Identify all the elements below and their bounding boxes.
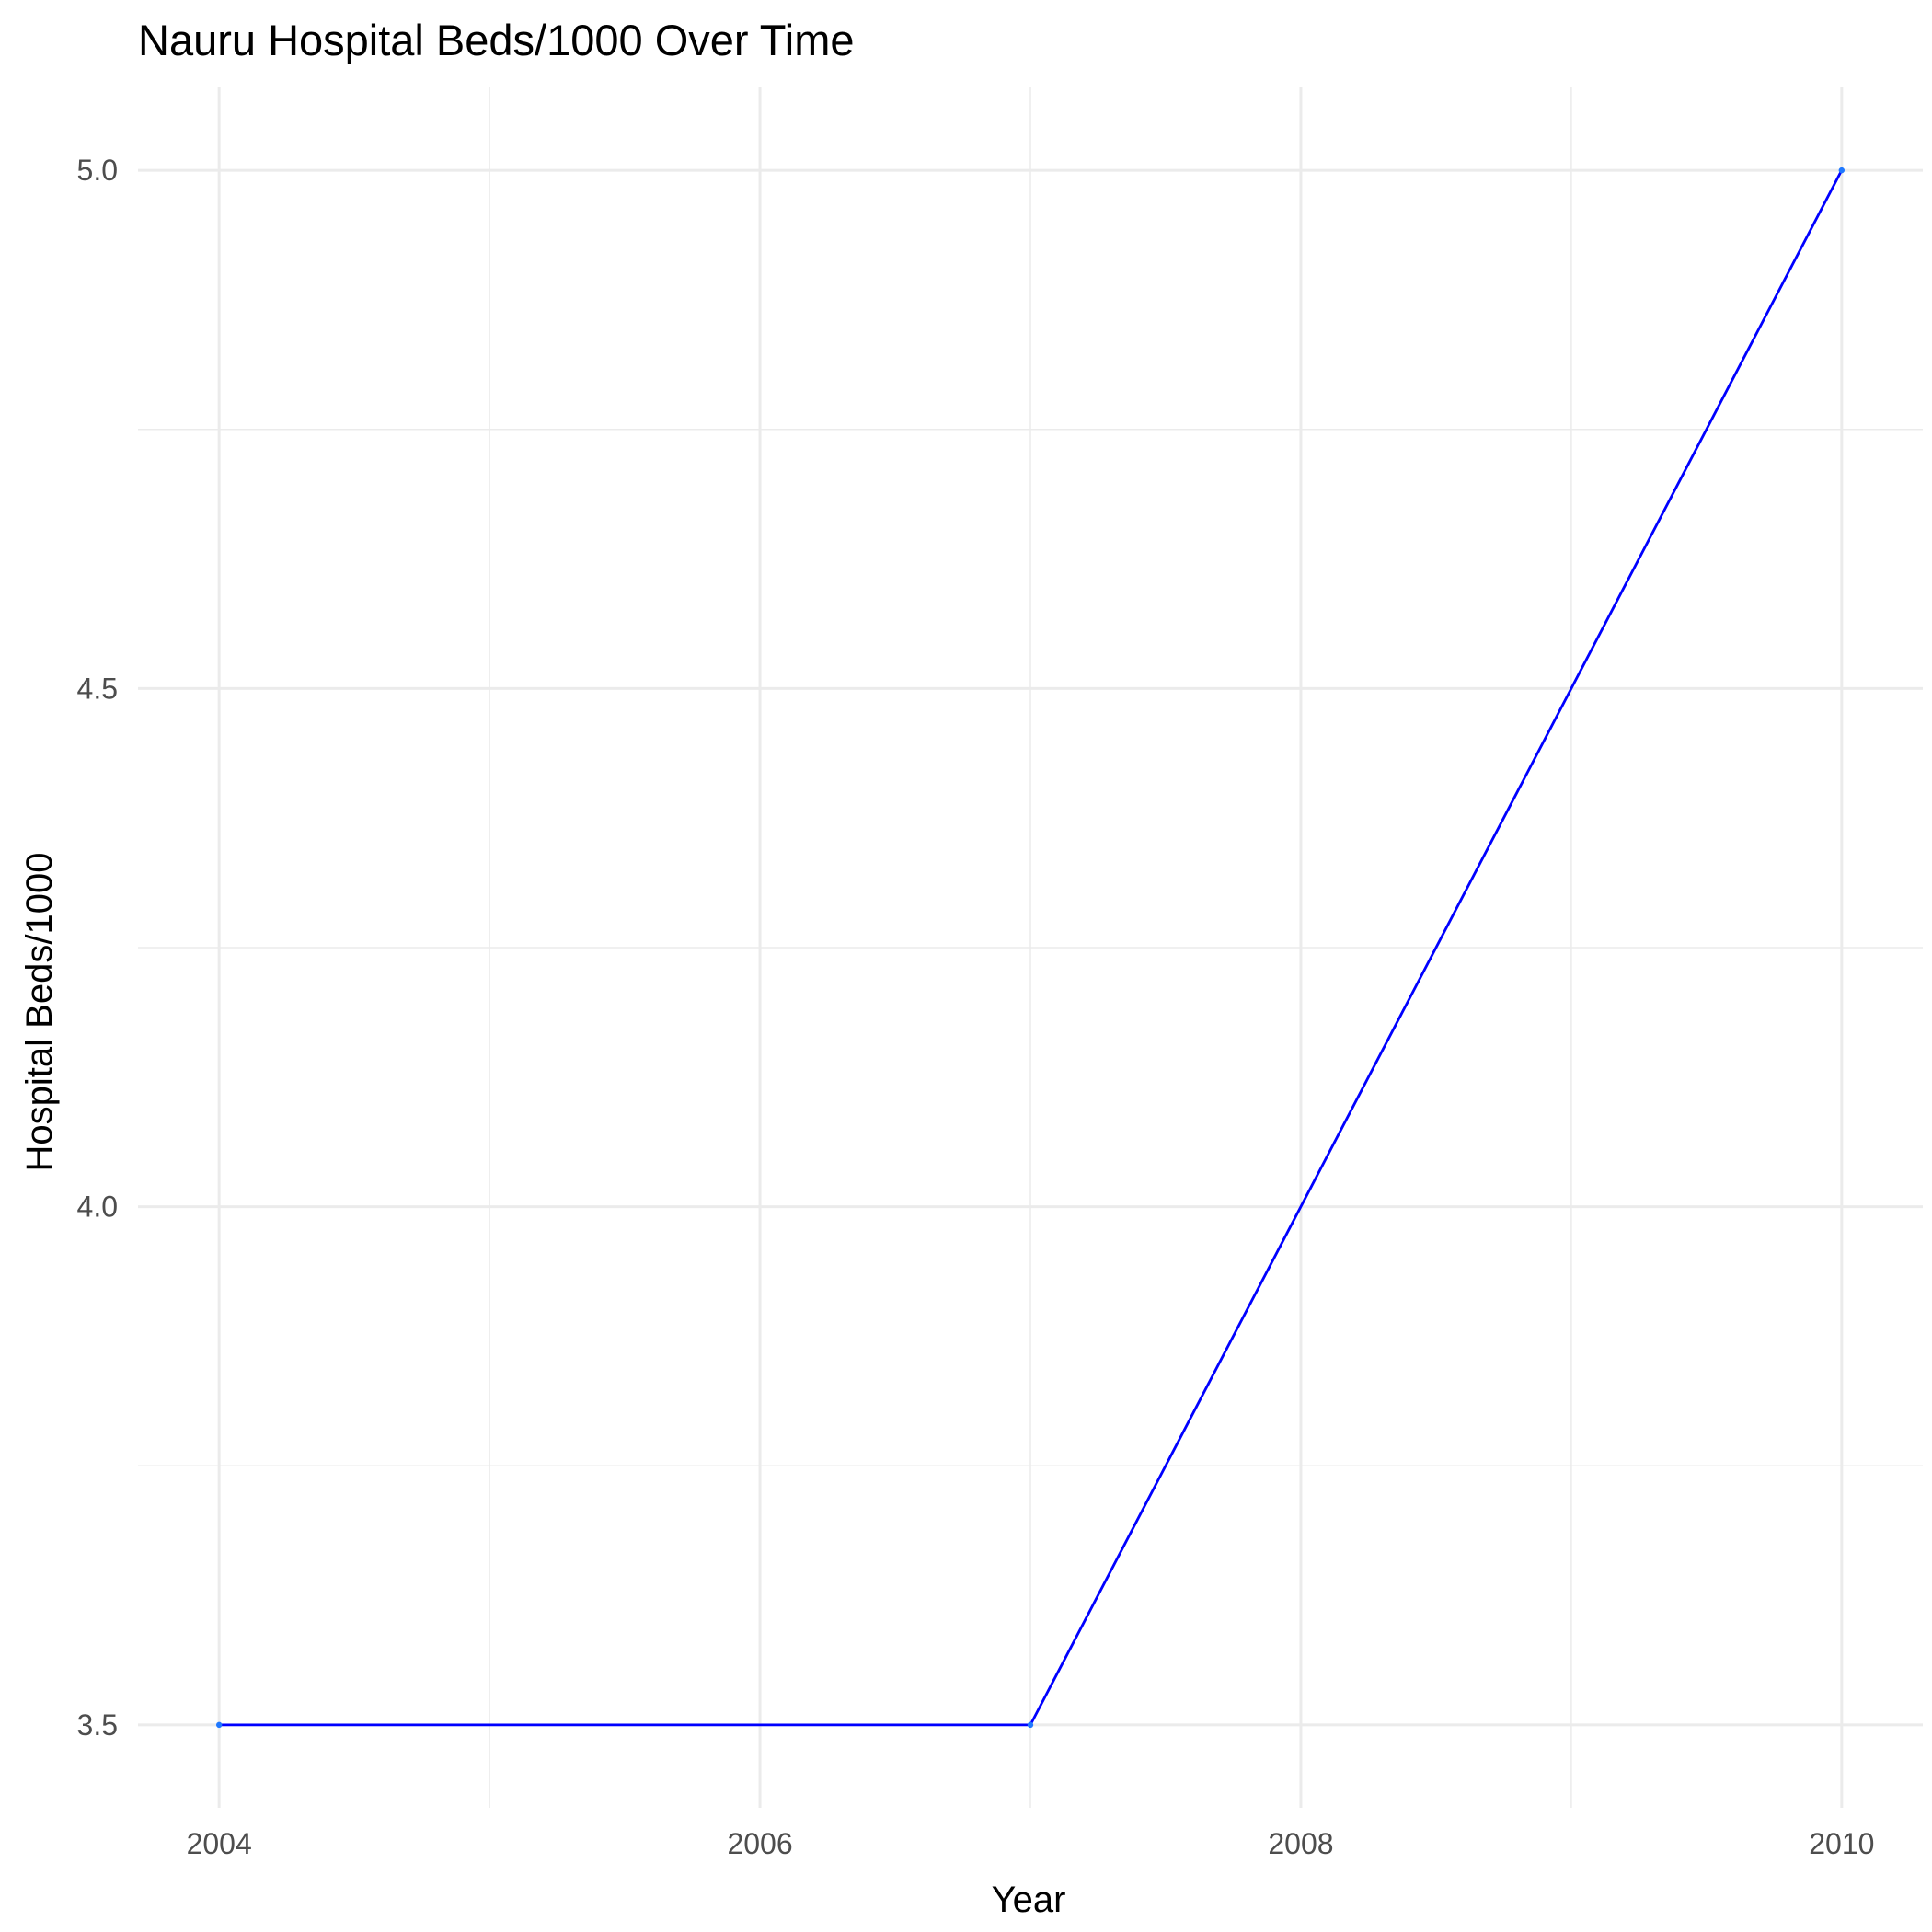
data-series xyxy=(215,167,1846,1729)
x-tick-label: 2004 xyxy=(187,1827,252,1860)
y-tick-label: 4.0 xyxy=(77,1190,118,1224)
chart-title: Nauru Hospital Beds/1000 Over Time xyxy=(138,16,854,64)
x-tick-label: 2006 xyxy=(727,1827,792,1860)
data-point xyxy=(215,1721,223,1729)
data-point xyxy=(1027,1721,1034,1729)
data-point xyxy=(1838,167,1846,174)
y-tick-label: 5.0 xyxy=(77,154,118,187)
x-tick-label: 2008 xyxy=(1268,1827,1333,1860)
y-tick-label: 3.5 xyxy=(77,1708,118,1742)
x-axis-title: Year xyxy=(992,1880,1066,1920)
x-tick-label: 2010 xyxy=(1809,1827,1874,1860)
y-axis-title: Hospital Beds/1000 xyxy=(19,853,60,1172)
y-tick-label: 4.5 xyxy=(77,672,118,705)
tick-labels: 2004 2006 2008 2010 3.5 4.0 4.5 5.0 xyxy=(77,154,1875,1860)
